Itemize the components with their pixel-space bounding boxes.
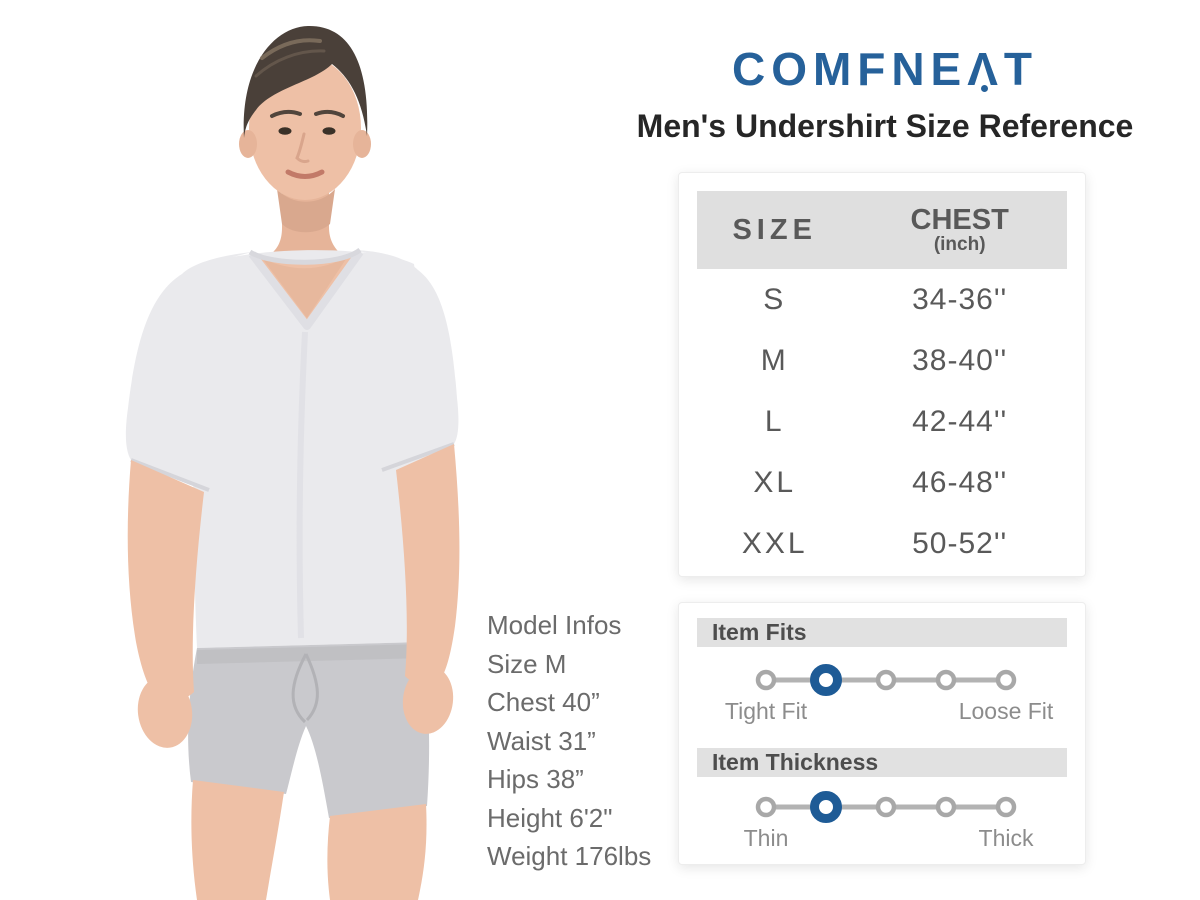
table-row: M 38-40'' <box>697 330 1067 391</box>
item-thickness-right-label: Thick <box>978 825 1034 851</box>
column-header-chest-unit: (inch) <box>933 234 986 256</box>
model-info-line: Size M <box>487 648 567 679</box>
table-row: S 34-36'' <box>697 269 1067 330</box>
size-value: M <box>760 343 789 377</box>
column-header-chest-label: CHEST <box>910 203 1009 236</box>
item-fits-scale <box>755 664 1017 696</box>
item-thickness-left-label: Thin <box>743 825 789 851</box>
column-header-size: SIZE <box>732 213 817 246</box>
item-thickness-scale <box>755 791 1017 823</box>
chest-value: 50-52'' <box>912 526 1008 560</box>
table-row: XL 46-48'' <box>697 452 1067 513</box>
size-value: S <box>763 282 787 316</box>
chest-value: 34-36'' <box>912 282 1008 316</box>
size-value: L <box>764 404 785 438</box>
model-info-line: Hips 38” <box>487 764 584 794</box>
size-value: XL <box>753 465 797 499</box>
model-info-line: Model Infos <box>487 610 622 640</box>
chest-value: 42-44'' <box>912 404 1008 438</box>
chest-value: 38-40'' <box>912 343 1008 377</box>
page-title: Men's Undershirt Size Reference <box>636 108 1134 144</box>
model-info-line: Weight 176lbs <box>487 841 652 871</box>
table-row: L 42-44'' <box>697 391 1067 452</box>
brand-logo: COMFNEΛT <box>600 42 1170 96</box>
item-fits-right-label: Loose Fit <box>958 698 1054 724</box>
table-row: XXL 50-52'' <box>697 513 1067 574</box>
brand-logo-stylized-a: Λ <box>967 43 1004 95</box>
chest-value: 46-48'' <box>912 465 1008 499</box>
item-thickness-title: Item Thickness <box>697 748 1067 777</box>
size-value: XXL <box>741 526 808 560</box>
model-info-line: Waist 31” <box>487 725 596 756</box>
model-info-line: Chest 40” <box>487 687 600 717</box>
fit-thickness-card: Item Fits Tight Fit Loose Fit Item Thick… <box>678 602 1086 865</box>
size-chart-header: SIZE CHEST (inch) <box>697 191 1067 269</box>
item-fits-left-label: Tight Fit <box>724 698 808 724</box>
column-header-chest: CHEST (inch) <box>852 203 1067 256</box>
model-info-line: Height 6'2" <box>487 802 613 833</box>
model-info: Model Infos Size M Chest 40” Waist 31” H… <box>487 606 651 876</box>
brand-logo-text-end: T <box>1003 43 1038 95</box>
brand-logo-text: COMFNE <box>732 43 968 95</box>
item-fits-title: Item Fits <box>697 618 1067 647</box>
size-chart-rows: S 34-36'' M 38-40'' L 42-44'' XL 46-48''… <box>697 269 1067 574</box>
size-chart-card: SIZE CHEST (inch) S 34-36'' M 38-40'' L … <box>678 172 1086 577</box>
